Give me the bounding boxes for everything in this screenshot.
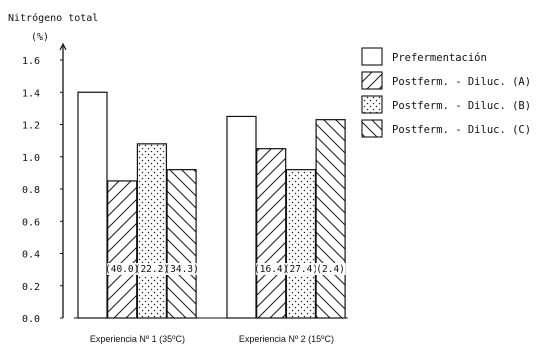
data-label: (22.2) <box>135 264 169 275</box>
y-tick-label: 1.0 <box>22 153 40 164</box>
bar-1-diag <box>107 180 138 319</box>
y-tick-label: 0.8 <box>22 185 40 196</box>
data-label-bg <box>285 263 316 275</box>
bar-2-antidiag <box>315 119 346 319</box>
y-axis-arrow <box>59 42 67 51</box>
y-tick-label: 0.6 <box>22 217 40 228</box>
legend-label: Postferm. - Diluc. (C) <box>392 124 531 136</box>
data-label-bg <box>256 263 287 275</box>
y-tick-label: 1.6 <box>22 56 40 67</box>
bar-1-dots <box>136 143 167 319</box>
bar-2-diag <box>256 148 287 319</box>
y-tick-label: 1.4 <box>22 88 40 99</box>
data-label-bg <box>166 263 197 275</box>
bar-2-dots <box>285 169 316 319</box>
legend-swatch-antidiag <box>361 119 383 138</box>
y-tick-label: 0.0 <box>22 314 40 325</box>
legend-label: Prefermentación <box>392 52 487 64</box>
data-label: (16.4) <box>254 264 288 275</box>
legend-label: Postferm. - Diluc. (A) <box>392 76 531 88</box>
y-tick-label: 0.2 <box>22 282 40 293</box>
data-label-bg <box>107 263 138 275</box>
y-tick-label: 1.2 <box>22 121 40 132</box>
data-label: (34.3) <box>164 264 198 275</box>
y-tick-label: 0.4 <box>22 250 40 261</box>
y-axis-title: Nitrógeno total <box>8 12 98 24</box>
data-label-bg <box>136 263 167 275</box>
legend-swatch-diag <box>361 71 383 90</box>
legend: Prefermentación Postferm. - Diluc. (A) Pos… <box>361 47 531 138</box>
bar-2-blank <box>226 115 257 319</box>
x-axis-labels: Experiencia Nº 1 (35ºC) Experiencia Nº 2 … <box>90 334 334 344</box>
data-label-bg <box>315 263 346 275</box>
x-category-label: Experiencia Nº 1 (35ºC) <box>90 334 185 344</box>
data-label: (2.4) <box>316 264 345 275</box>
bar-1-antidiag <box>166 169 197 319</box>
data-label: (40.0) <box>105 264 139 275</box>
x-category-label: Experiencia Nº 2 (15ºC) <box>239 334 334 344</box>
legend-swatch-dots <box>361 95 383 114</box>
bars-layer: (40.0)(22.2)(34.3) (16.4)(27.4)(2.4) <box>74 91 348 319</box>
y-axis-unit: (%) <box>31 32 49 43</box>
y-axis: 0.0 0.2 0.4 0.6 0.8 1.0 1.2 1.4 1.6 <box>22 42 67 325</box>
legend-swatch-blank <box>361 47 383 66</box>
legend-label: Postferm. - Diluc. (B) <box>392 100 531 112</box>
bar-1-blank <box>77 91 108 319</box>
data-label: (27.4) <box>284 264 318 275</box>
